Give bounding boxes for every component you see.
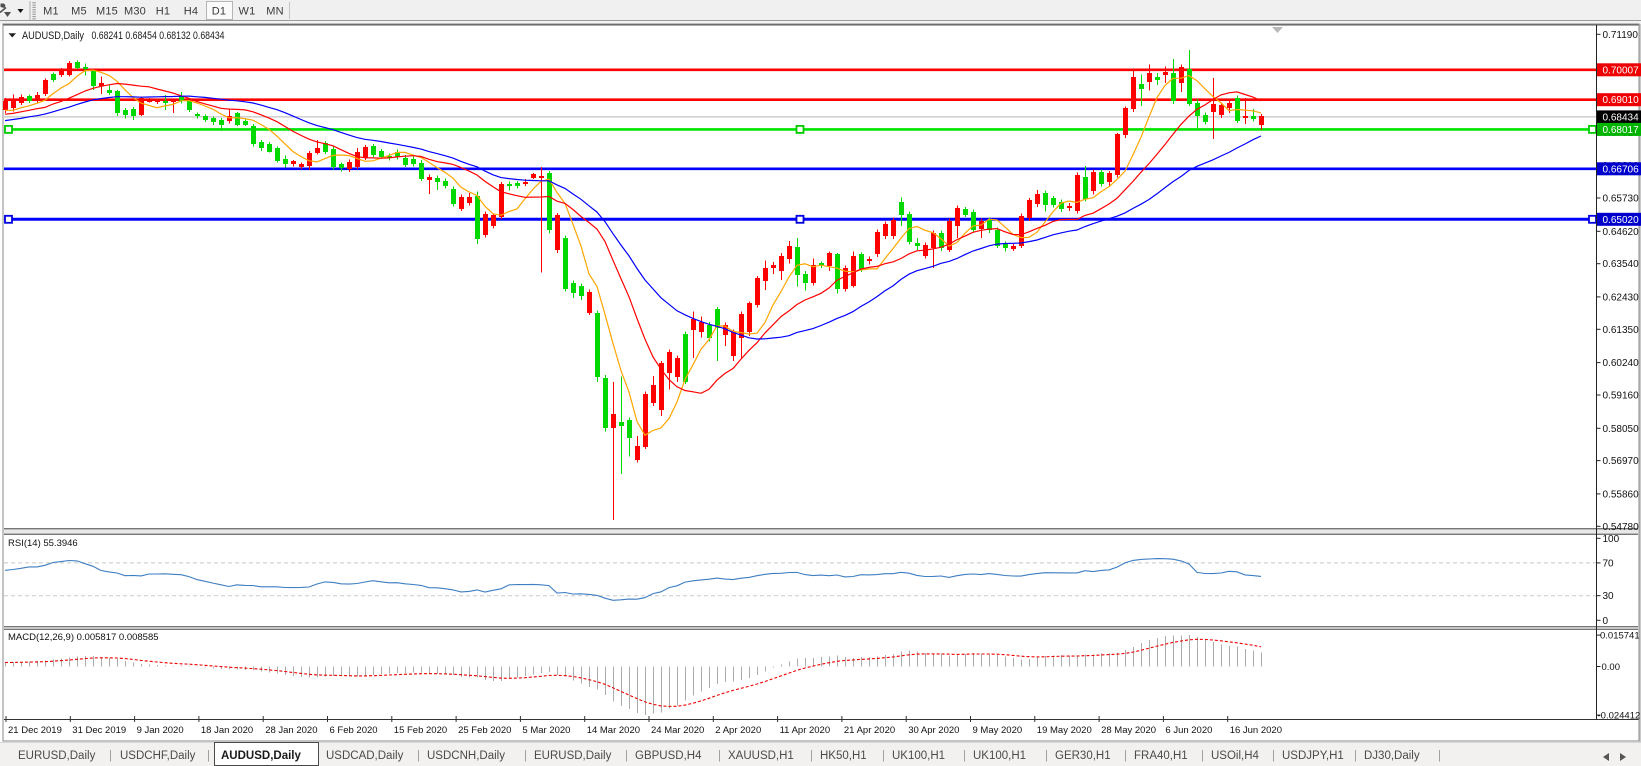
svg-text:FRA40,H1: FRA40,H1 — [1134, 750, 1188, 762]
svg-text:GER30,H1: GER30,H1 — [1055, 750, 1111, 762]
svg-text:HK50,H1: HK50,H1 — [820, 750, 867, 762]
svg-text:0.00: 0.00 — [1602, 662, 1621, 673]
svg-text:|: | — [1354, 750, 1357, 762]
svg-text:MACD(12,26,9) 0.005817 0.00858: MACD(12,26,9) 0.005817 0.008585 — [8, 632, 159, 643]
svg-text:16 Jun 2020: 16 Jun 2020 — [1230, 725, 1282, 736]
svg-text:0.65730: 0.65730 — [1603, 194, 1640, 205]
svg-text:0.015741: 0.015741 — [1600, 631, 1640, 642]
svg-text:0.59160: 0.59160 — [1603, 391, 1640, 402]
svg-text:0.64620: 0.64620 — [1603, 227, 1640, 238]
svg-text:11 Apr 2020: 11 Apr 2020 — [780, 725, 831, 736]
svg-text:M1: M1 — [43, 6, 59, 18]
svg-text:EURUSD,Daily: EURUSD,Daily — [534, 750, 612, 762]
svg-text:H4: H4 — [184, 6, 198, 18]
svg-text:21 Apr 2020: 21 Apr 2020 — [844, 725, 895, 736]
svg-text:18 Jan 2020: 18 Jan 2020 — [201, 725, 253, 736]
svg-text:9 Jan 2020: 9 Jan 2020 — [137, 725, 184, 736]
svg-text:|: | — [207, 750, 210, 762]
svg-text:UK100,H1: UK100,H1 — [892, 750, 945, 762]
svg-text:2 Apr 2020: 2 Apr 2020 — [715, 725, 761, 736]
svg-text:0.60240: 0.60240 — [1603, 358, 1640, 369]
svg-text:DJ30,Daily: DJ30,Daily — [1364, 750, 1420, 762]
svg-text:USDJPY,H1: USDJPY,H1 — [1282, 750, 1344, 762]
svg-text:|: | — [1272, 750, 1275, 762]
svg-text:21 Dec 2019: 21 Dec 2019 — [8, 725, 62, 736]
svg-text:0.69010: 0.69010 — [1603, 95, 1640, 106]
svg-text:USDCHF,Daily: USDCHF,Daily — [120, 750, 196, 762]
svg-text:|: | — [1438, 750, 1441, 762]
svg-text:0.68017: 0.68017 — [1603, 125, 1640, 136]
svg-text:|: | — [810, 750, 813, 762]
svg-text:28 Jan 2020: 28 Jan 2020 — [265, 725, 317, 736]
svg-text:|: | — [1045, 750, 1048, 762]
svg-text:M15: M15 — [96, 6, 118, 18]
svg-text:RSI(14) 55.3946: RSI(14) 55.3946 — [8, 538, 78, 549]
svg-text:28 May 2020: 28 May 2020 — [1101, 725, 1156, 736]
svg-text:0.55860: 0.55860 — [1603, 489, 1640, 500]
svg-text:|: | — [625, 750, 628, 762]
svg-text:H1: H1 — [156, 6, 170, 18]
svg-text:W1: W1 — [239, 6, 256, 18]
svg-text:0.58050: 0.58050 — [1603, 424, 1640, 435]
svg-text:100: 100 — [1603, 534, 1620, 545]
svg-text:|: | — [1201, 750, 1204, 762]
svg-text:30 Apr 2020: 30 Apr 2020 — [908, 725, 959, 736]
svg-text:25 Feb 2020: 25 Feb 2020 — [458, 725, 511, 736]
svg-text:USDCAD,Daily: USDCAD,Daily — [326, 750, 404, 762]
svg-text:|: | — [963, 750, 966, 762]
svg-text:|: | — [882, 750, 885, 762]
svg-text:M5: M5 — [71, 6, 87, 18]
svg-text:|: | — [718, 750, 721, 762]
svg-text:0.54780: 0.54780 — [1603, 522, 1640, 533]
svg-text:M30: M30 — [124, 6, 146, 18]
svg-text:|: | — [524, 750, 527, 762]
svg-text:9 May 2020: 9 May 2020 — [973, 725, 1023, 736]
svg-text:AUDUSD,Daily: AUDUSD,Daily — [22, 30, 84, 42]
svg-text:USDCNH,Daily: USDCNH,Daily — [427, 750, 505, 762]
svg-text:30: 30 — [1603, 591, 1615, 602]
svg-text:0.71190: 0.71190 — [1603, 30, 1639, 41]
svg-text:MN: MN — [266, 6, 284, 18]
svg-text:5 Mar 2020: 5 Mar 2020 — [522, 725, 570, 736]
svg-text:XAUUSD,H1: XAUUSD,H1 — [728, 750, 794, 762]
svg-text:0.56970: 0.56970 — [1603, 456, 1640, 467]
svg-text:31 Dec 2019: 31 Dec 2019 — [72, 725, 126, 736]
svg-text:AUDUSD,Daily: AUDUSD,Daily — [221, 750, 301, 762]
svg-text:0.66706: 0.66706 — [1603, 164, 1640, 175]
svg-text:D1: D1 — [212, 6, 226, 18]
svg-text:UK100,H1: UK100,H1 — [973, 750, 1026, 762]
svg-text:0: 0 — [1603, 616, 1609, 627]
svg-text:19 May 2020: 19 May 2020 — [1037, 725, 1092, 736]
svg-text:0.65020: 0.65020 — [1603, 215, 1640, 226]
svg-text:0.68434: 0.68434 — [1603, 112, 1640, 123]
svg-text:|: | — [1124, 750, 1127, 762]
svg-text:USOil,H4: USOil,H4 — [1211, 750, 1260, 762]
svg-text:0.62430: 0.62430 — [1603, 292, 1640, 303]
svg-text:0.61350: 0.61350 — [1603, 325, 1640, 336]
svg-text:15 Feb 2020: 15 Feb 2020 — [394, 725, 447, 736]
svg-text:0.63540: 0.63540 — [1603, 259, 1640, 270]
svg-text:6 Feb 2020: 6 Feb 2020 — [330, 725, 378, 736]
svg-text:|: | — [109, 750, 112, 762]
svg-text:6 Jun 2020: 6 Jun 2020 — [1165, 725, 1212, 736]
svg-text:14 Mar 2020: 14 Mar 2020 — [587, 725, 640, 736]
svg-text:EURUSD,Daily: EURUSD,Daily — [18, 750, 96, 762]
svg-text:24 Mar 2020: 24 Mar 2020 — [651, 725, 704, 736]
svg-text:|: | — [417, 750, 420, 762]
svg-text:-0.024412: -0.024412 — [1598, 711, 1641, 722]
svg-text:0.70007: 0.70007 — [1603, 65, 1640, 76]
svg-text:GBPUSD,H4: GBPUSD,H4 — [635, 750, 702, 762]
svg-text:70: 70 — [1603, 558, 1615, 569]
svg-text:0.68241 0.68454 0.68132 0.6843: 0.68241 0.68454 0.68132 0.68434 — [92, 30, 225, 42]
